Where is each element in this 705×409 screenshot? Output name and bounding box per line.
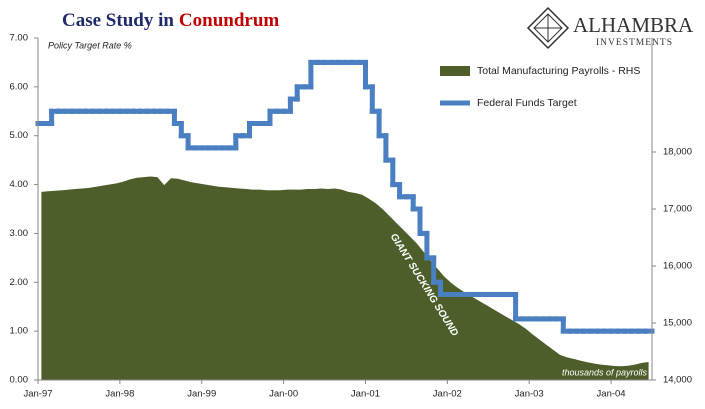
payroll-area [41, 176, 649, 380]
y2-tick-label: 17,000 [663, 204, 692, 215]
title-text: Case Study in [62, 10, 174, 31]
y-tick-label: 4.00 [10, 179, 29, 190]
logo-diamond [526, 6, 570, 50]
x-tick-label: Jan-98 [105, 389, 134, 400]
y2-tick-label: 14,000 [663, 375, 692, 386]
legend-label: Total Manufacturing Payrolls - RHS [477, 65, 640, 77]
legend-label: Federal Funds Target [477, 97, 577, 109]
legend-swatch [440, 66, 470, 76]
y-axis-label: Policy Target Rate % [48, 40, 132, 50]
logo: ALHAMBRA INVESTMENTS [526, 6, 694, 50]
y-tick-label: 6.00 [10, 81, 29, 92]
y2-axis-label: thousands of payrolls [562, 367, 648, 377]
x-tick-label: Jan-97 [23, 389, 52, 400]
x-tick-label: Jan-02 [433, 389, 462, 400]
y-tick-label: 1.00 [10, 326, 29, 337]
x-tick-label: Jan-03 [515, 389, 544, 400]
y-tick-label: 0.00 [10, 375, 29, 386]
title-highlight: Conundrum [179, 10, 279, 31]
y2-tick-label: 15,000 [663, 318, 692, 329]
logo-name: ALHAMBRA [573, 13, 694, 37]
logo-tagline: INVESTMENTS [596, 38, 673, 48]
x-tick-label: Jan-04 [597, 389, 626, 400]
y-tick-label: 2.00 [10, 277, 29, 288]
x-tick-label: Jan-99 [187, 389, 216, 400]
y2-tick-label: 18,000 [663, 147, 692, 158]
y-tick-label: 5.00 [10, 130, 29, 141]
x-tick-label: Jan-01 [351, 389, 380, 400]
y-tick-label: 7.00 [10, 33, 29, 44]
x-tick-label: Jan-00 [269, 389, 298, 400]
chart-title: Case Study in Conundrum [62, 10, 279, 31]
y2-tick-label: 16,000 [663, 261, 692, 272]
y-tick-label: 3.00 [10, 228, 29, 239]
